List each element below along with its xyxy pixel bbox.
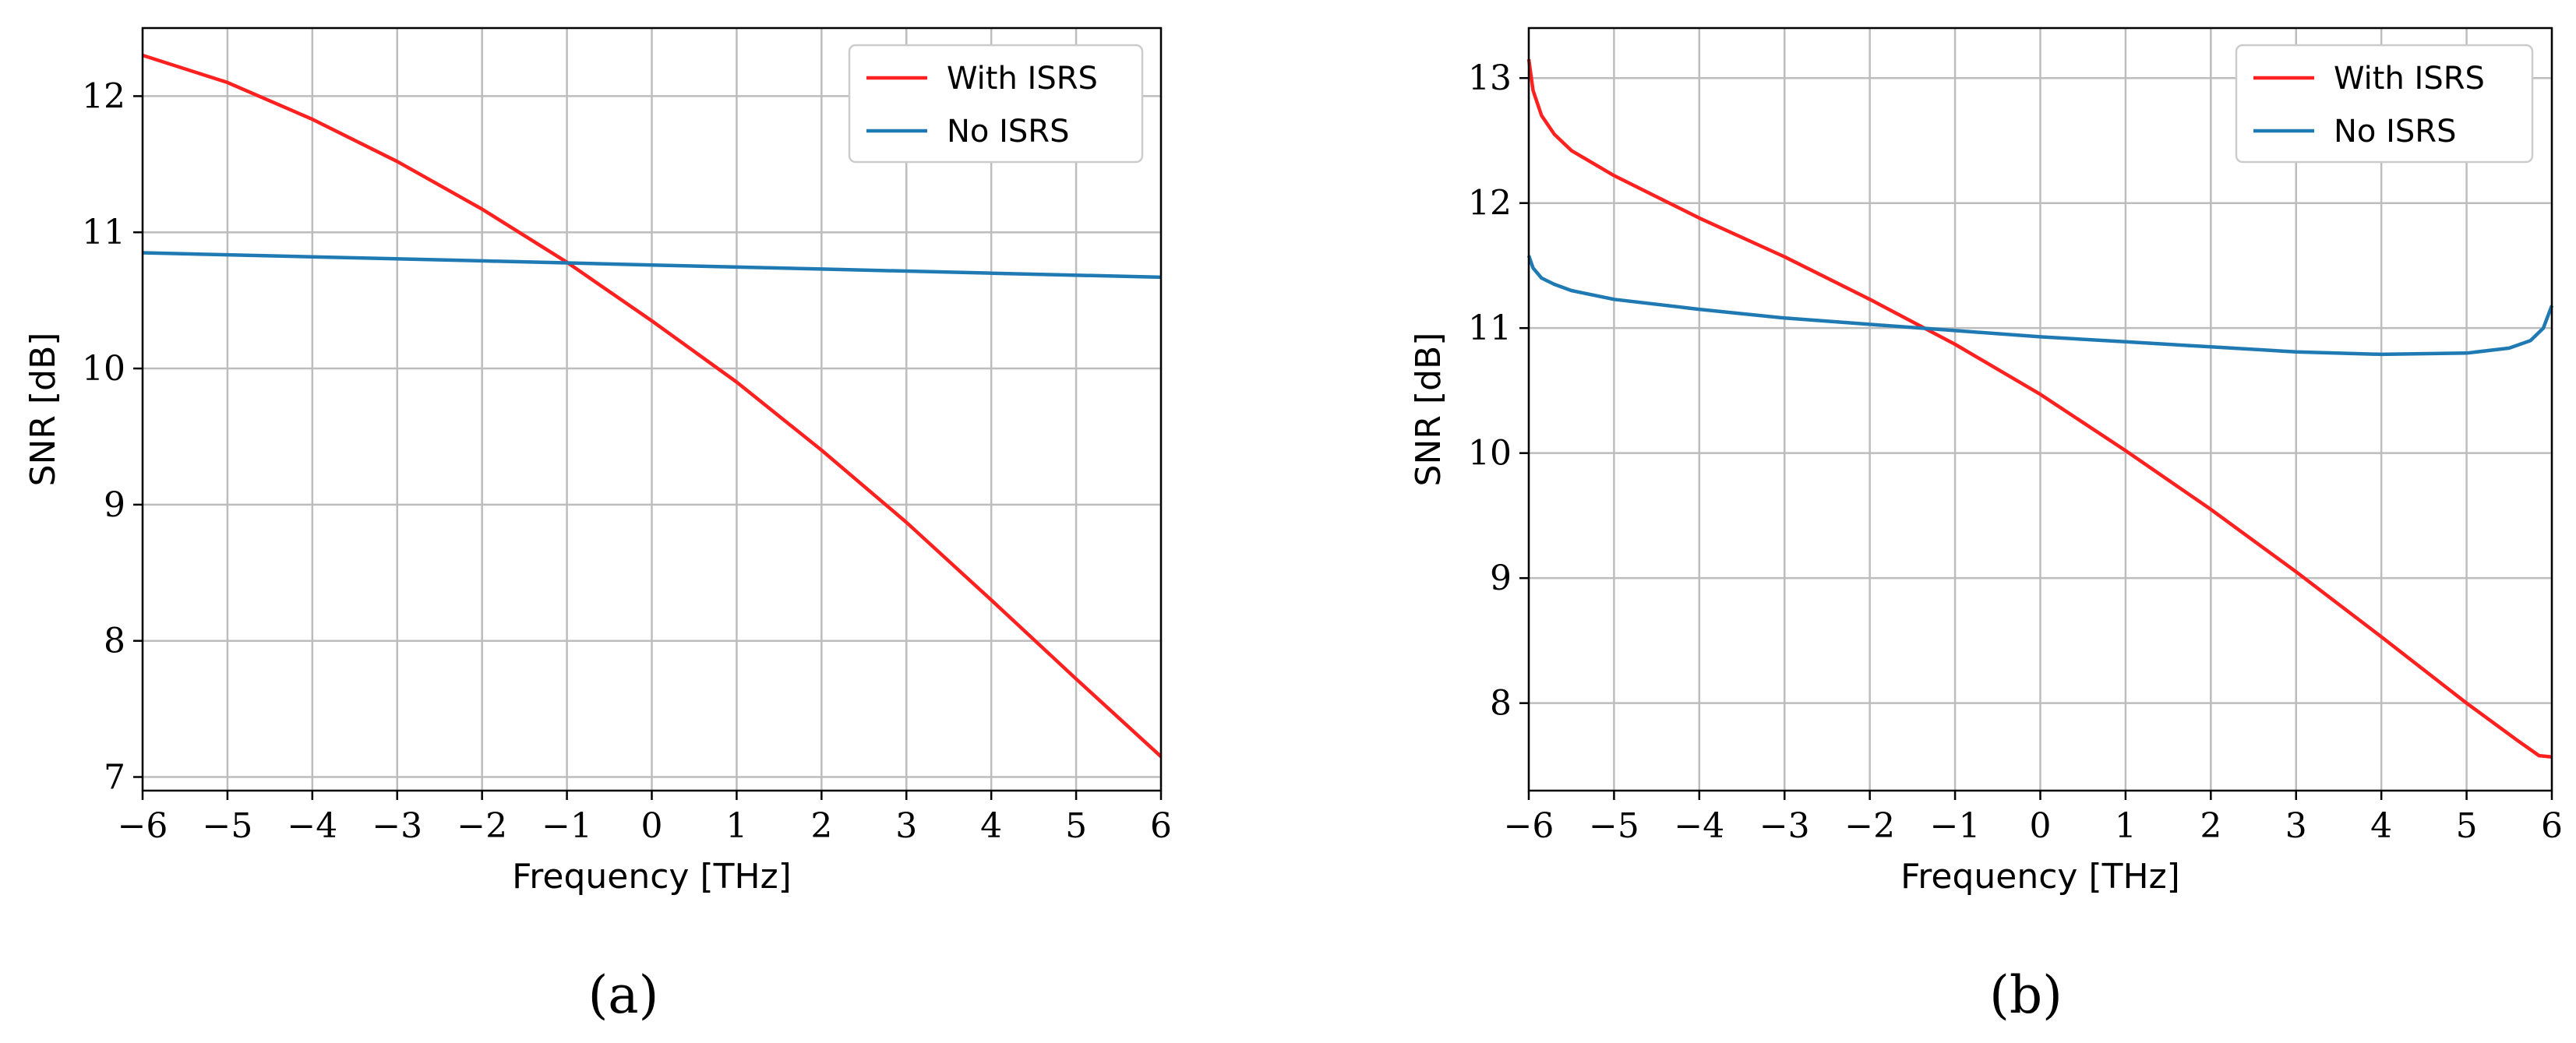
legend-label-no-isrs: No ISRS: [2334, 114, 2456, 150]
x-tick-label: 2: [2200, 806, 2221, 846]
x-tick-label: 1: [2115, 806, 2137, 846]
caption-b: (b): [1989, 965, 2063, 1025]
y-axis-label: SNR [dB]: [1409, 333, 1449, 487]
x-tick-label: 5: [1065, 806, 1087, 846]
x-tick-label: 3: [895, 806, 917, 846]
x-tick-label: 5: [2456, 806, 2478, 846]
x-tick-label: −2: [1844, 806, 1895, 846]
y-tick-label: 12: [82, 76, 125, 116]
x-tick-label: 2: [810, 806, 832, 846]
legend-box: [2235, 44, 2534, 164]
y-tick-label: 11: [1468, 308, 1512, 348]
x-tick-label: −2: [457, 806, 507, 846]
y-tick-label: 12: [1468, 184, 1512, 224]
x-tick-label: −4: [287, 806, 337, 846]
x-axis-label: Frequency [THz]: [1900, 857, 2180, 897]
y-tick-label: 8: [1490, 684, 1512, 724]
x-tick-label: 6: [1150, 806, 1172, 846]
x-tick-label: −5: [202, 806, 252, 846]
y-tick-label: 10: [82, 349, 125, 389]
y-tick-label: 9: [104, 485, 125, 525]
series-line-with-isrs: [142, 53, 1163, 758]
y-tick-label: 11: [82, 213, 125, 252]
legend-box: [848, 44, 1144, 164]
x-tick-label: 4: [2370, 806, 2392, 846]
legend-label-with-isrs: With ISRS: [2334, 61, 2485, 97]
x-tick-label: −6: [1504, 806, 1554, 846]
x-tick-label: −3: [372, 806, 422, 846]
y-tick-label: 13: [1468, 58, 1512, 98]
series-line-no-isrs: [1526, 255, 2554, 357]
x-tick-label: −4: [1674, 806, 1724, 846]
x-tick-label: 0: [641, 806, 663, 846]
caption-a: (a): [588, 965, 659, 1025]
x-axis-label: Frequency [THz]: [512, 857, 792, 897]
x-tick-label: −1: [542, 806, 592, 846]
x-tick-label: 3: [2285, 806, 2307, 846]
x-tick-label: 1: [725, 806, 747, 846]
x-tick-label: −3: [1759, 806, 1810, 846]
y-tick-label: 9: [1490, 558, 1512, 598]
x-tick-label: −5: [1589, 806, 1639, 846]
legend: With ISRS No ISRS: [848, 44, 1144, 164]
y-tick-label: 7: [104, 758, 125, 798]
x-tick-label: −1: [1930, 806, 1981, 846]
y-tick-label: 10: [1468, 434, 1512, 474]
legend: With ISRS No ISRS: [2235, 44, 2534, 164]
series-line-no-isrs: [142, 251, 1162, 280]
legend-label-no-isrs: No ISRS: [947, 114, 1069, 150]
x-tick-label: 4: [980, 806, 1002, 846]
y-axis-label: SNR [dB]: [23, 333, 63, 487]
x-tick-label: 0: [2030, 806, 2052, 846]
x-tick-label: 6: [2541, 806, 2563, 846]
x-tick-label: −6: [118, 806, 168, 846]
legend-label-with-isrs: With ISRS: [947, 61, 1098, 97]
y-tick-label: 8: [104, 622, 125, 661]
series-line-with-isrs: [1526, 58, 2553, 759]
